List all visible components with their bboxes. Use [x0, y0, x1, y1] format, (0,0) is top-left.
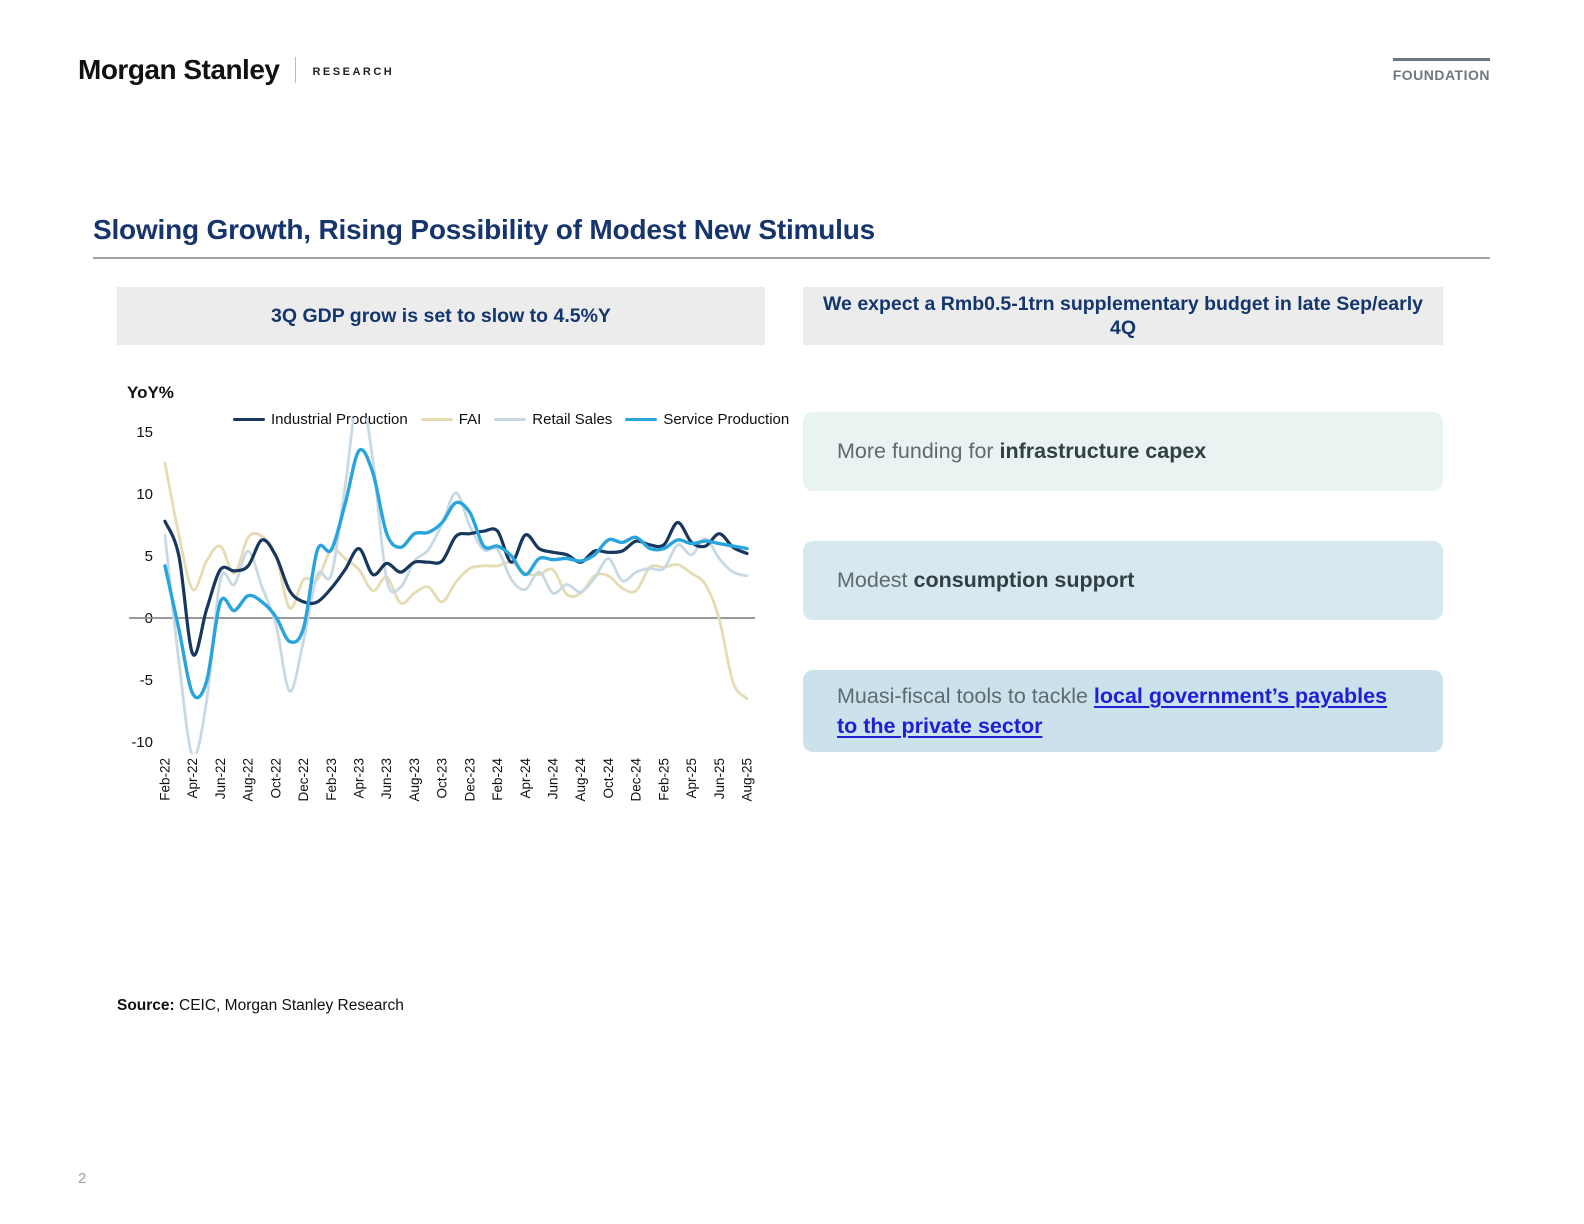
x-tick-label: Aug-24 — [573, 758, 588, 802]
infrastructure-box: More funding for infrastructure capex — [803, 412, 1443, 491]
legend-item-fai: FAI — [420, 411, 482, 428]
morgan-stanley-logo: Morgan Stanley — [78, 54, 280, 85]
chart-legend: Industrial Production FAI Retail Sales Serv… — [233, 411, 789, 428]
source-label: Source: — [117, 997, 175, 1014]
source-note: Source: CEIC, Morgan Stanley Research — [117, 997, 404, 1015]
legend-label: Industrial Production — [271, 411, 408, 428]
legend-swatch — [420, 417, 453, 422]
legend-swatch — [494, 417, 527, 422]
foundation-badge: FOUNDATION — [1392, 58, 1490, 83]
series-line-retail-sales — [163, 418, 749, 754]
consumption-bold: consumption support — [913, 568, 1135, 592]
x-tick-label: Dec-24 — [629, 758, 644, 802]
series-line-fai — [163, 461, 749, 700]
infrastructure-text: More funding for — [837, 439, 1000, 463]
legend-swatch — [625, 417, 658, 422]
x-tick-label: Dec-23 — [462, 758, 477, 802]
series-line-industrial-production — [163, 519, 749, 657]
chart-panel-heading: 3Q GDP grow is set to slow to 4.5%Y — [117, 287, 765, 345]
x-tick-label: Aug-23 — [407, 758, 422, 802]
x-tick-label: Feb-22 — [158, 758, 173, 801]
legend-item-retail-sales: Retail Sales — [494, 411, 612, 428]
x-tick-label: Oct-22 — [268, 758, 283, 799]
x-tick-label: Apr-23 — [352, 758, 367, 799]
legend-item-industrial-production: Industrial Production — [233, 411, 408, 428]
fiscal-box: Muasi-fiscal tools to tackle local gover… — [803, 670, 1443, 752]
x-tick-label: Aug-25 — [740, 758, 755, 802]
x-tick-label: Jun-23 — [379, 758, 394, 799]
x-tick-label: Apr-25 — [684, 758, 699, 799]
chart-plot: 151050-5-10Feb-22Apr-22Jun-22Aug-22Oct-2… — [129, 418, 755, 802]
chart-y-axis-title: YoY% — [127, 383, 174, 402]
chart-area: 151050-5-10Feb-22Apr-22Jun-22Aug-22Oct-2… — [105, 418, 765, 823]
page-number: 2 — [78, 1170, 87, 1187]
logo-divider — [295, 57, 297, 83]
title-rule — [93, 257, 1490, 259]
legend-label: Service Production — [663, 411, 790, 428]
x-tick-label: Apr-22 — [185, 758, 200, 799]
x-tick-label: Feb-24 — [490, 758, 505, 801]
consumption-box: Modest consumption support — [803, 541, 1443, 620]
legend-item-service-production: Service Production — [625, 411, 789, 428]
legend-label: Retail Sales — [532, 411, 613, 428]
source-text: CEIC, Morgan Stanley Research — [174, 997, 404, 1014]
series-line-service-production — [163, 447, 749, 700]
y-tick-label: 10 — [136, 486, 153, 503]
page-title: Slowing Growth, Rising Possibility of Mo… — [93, 214, 875, 245]
consumption-text: Modest — [837, 568, 914, 592]
fiscal-link[interactable]: local government’s payables to the priva… — [837, 684, 1388, 738]
y-tick-label: 15 — [136, 424, 153, 441]
fiscal-text: Muasi-fiscal tools to tackle — [837, 684, 1094, 708]
x-tick-label: Feb-25 — [656, 758, 671, 801]
x-tick-label: Dec-22 — [296, 758, 311, 802]
x-tick-label: Apr-24 — [518, 758, 533, 799]
x-tick-label: Jun-25 — [712, 758, 727, 799]
y-tick-label: -10 — [131, 734, 153, 751]
x-tick-label: Jun-22 — [213, 758, 228, 799]
budget-panel-heading: We expect a Rmb0.5-1trn supplementary bu… — [803, 287, 1443, 345]
x-tick-label: Oct-23 — [435, 758, 450, 799]
infrastructure-bold: infrastructure capex — [999, 439, 1207, 463]
legend-swatch — [233, 417, 265, 422]
y-tick-label: 5 — [145, 548, 153, 565]
x-tick-label: Oct-24 — [601, 758, 616, 799]
y-tick-label: -5 — [140, 672, 153, 689]
x-tick-label: Aug-22 — [241, 758, 256, 802]
x-tick-label: Jun-24 — [546, 758, 561, 800]
x-tick-label: Feb-23 — [324, 758, 339, 801]
research-label: RESEARCH — [312, 66, 395, 78]
header-logo: Morgan Stanley RESEARCH — [78, 54, 394, 86]
legend-label: FAI — [458, 411, 482, 428]
